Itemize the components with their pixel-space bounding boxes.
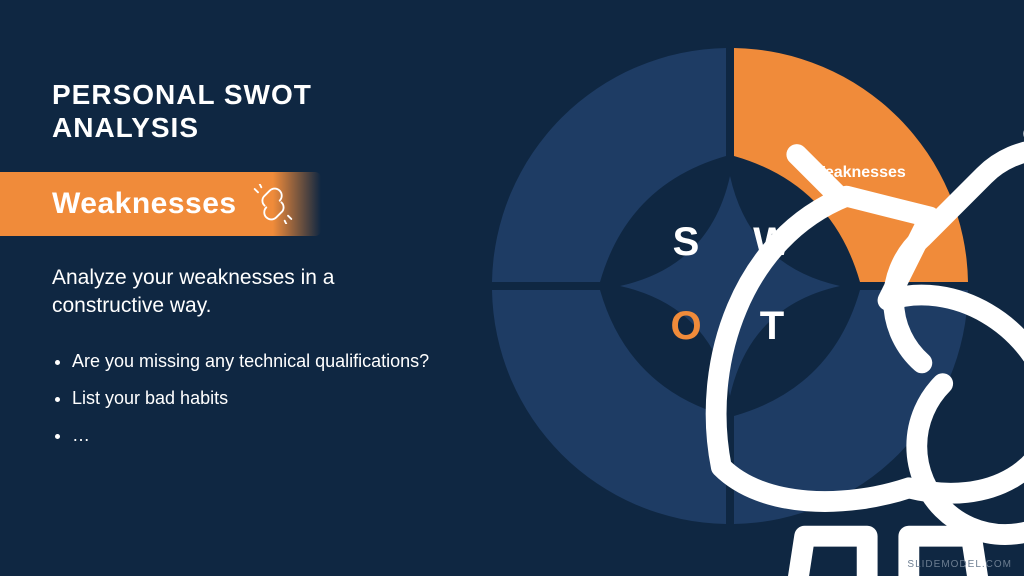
watermark-text: SLIDEMODEL.COM bbox=[907, 559, 1012, 570]
bomb-icon bbox=[776, 432, 824, 480]
inner-letter-s: S bbox=[666, 220, 706, 265]
banner-label: Weaknesses bbox=[52, 187, 237, 221]
swot-wheel: S W O T Weaknesses bbox=[480, 36, 980, 536]
bullet-list: Are you missing any technical qualificat… bbox=[72, 348, 429, 459]
inner-letter-o: O bbox=[666, 304, 706, 349]
page-title: PERSONAL SWOT ANALYSIS bbox=[52, 78, 312, 144]
broken-link-icon bbox=[776, 92, 824, 140]
quadrant-label-w: Weaknesses bbox=[810, 164, 906, 182]
inner-letter-w: W bbox=[752, 220, 792, 265]
list-item: List your bad habits bbox=[72, 385, 429, 412]
title-line-1: PERSONAL SWOT bbox=[52, 79, 312, 110]
list-item: Are you missing any technical qualificat… bbox=[72, 348, 429, 375]
slide-root: PERSONAL SWOT ANALYSIS Weaknesses Analyz… bbox=[0, 0, 1024, 576]
section-banner: Weaknesses bbox=[0, 172, 321, 236]
title-line-2: ANALYSIS bbox=[52, 112, 199, 143]
list-item: … bbox=[72, 422, 429, 449]
binoculars-icon bbox=[638, 432, 686, 480]
broken-link-icon bbox=[253, 184, 293, 224]
subtitle-text: Analyze your weaknesses in a constructiv… bbox=[52, 264, 432, 321]
flex-arm-icon bbox=[638, 92, 686, 140]
inner-letter-t: T bbox=[752, 304, 792, 349]
